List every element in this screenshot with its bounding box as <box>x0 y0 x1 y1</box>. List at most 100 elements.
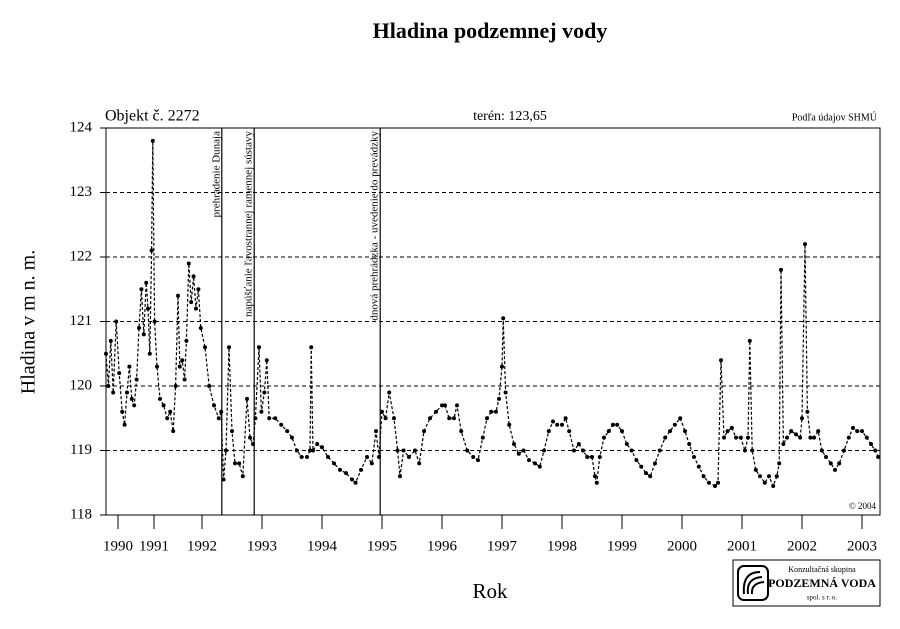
data-point <box>803 242 807 247</box>
data-point <box>701 474 706 479</box>
data-point <box>824 454 828 459</box>
data-point <box>560 422 564 427</box>
data-point <box>290 435 294 440</box>
plot-frame <box>105 127 881 516</box>
data-point <box>762 480 767 485</box>
data-point <box>168 409 173 414</box>
data-point <box>781 442 786 447</box>
data-point <box>447 416 452 421</box>
logo-text: spol. s r. o. <box>807 594 838 602</box>
data-point <box>245 396 249 401</box>
data-point <box>585 454 590 459</box>
data-point <box>743 448 747 453</box>
data-point <box>240 474 245 479</box>
data-point <box>227 345 231 350</box>
data-point <box>146 306 150 311</box>
data-point <box>194 306 198 311</box>
data-point <box>648 474 653 479</box>
x-tick-label: 1993 <box>247 538 277 554</box>
x-tick-label: 2000 <box>667 538 697 554</box>
data-point <box>353 480 358 485</box>
x-tick-label: 1999 <box>607 538 637 554</box>
data-point <box>305 454 309 459</box>
data-point <box>471 454 476 459</box>
data-point <box>485 416 489 421</box>
data-point <box>127 364 132 369</box>
data-point <box>309 345 314 350</box>
data-point <box>779 267 783 272</box>
data-point <box>374 429 378 434</box>
event-label: napúšťanie ľavostrannej ramennej sústavy <box>243 131 255 318</box>
data-point <box>141 332 146 337</box>
data-point <box>725 429 730 434</box>
data-point <box>860 429 864 434</box>
data-point <box>369 461 374 466</box>
logo: Konzultačná skupina PODZEMNÁ VODA spol. … <box>732 559 881 607</box>
annotation: Podľa údajov SHMÚ <box>792 111 878 123</box>
data-point <box>672 422 677 427</box>
data-point <box>629 448 634 453</box>
data-point <box>129 396 134 401</box>
data-point <box>237 461 242 466</box>
data-point <box>320 445 324 450</box>
data-point <box>186 261 191 266</box>
data-point <box>150 138 155 143</box>
data-point <box>567 429 572 434</box>
data-point <box>678 416 683 421</box>
data-point <box>104 351 108 356</box>
data-point <box>359 467 363 472</box>
data-point <box>248 435 252 440</box>
logo-text: Konzultačná skupina <box>788 565 856 574</box>
data-point <box>434 409 438 414</box>
data-point <box>716 480 720 485</box>
data-point <box>846 435 851 440</box>
data-point <box>308 448 312 453</box>
data-point <box>262 390 267 395</box>
data-point <box>224 448 228 453</box>
data-point <box>738 435 743 440</box>
data-point <box>120 409 125 414</box>
data-point <box>683 429 687 434</box>
data-point <box>392 416 396 421</box>
data-point <box>489 409 494 414</box>
data-point <box>668 429 672 434</box>
data-point <box>253 416 258 421</box>
data-point <box>139 287 144 292</box>
data-point <box>537 464 542 469</box>
data-point <box>516 451 521 456</box>
x-tick-label: 1997 <box>487 538 518 554</box>
y-tick-label: 123 <box>70 184 93 200</box>
data-point <box>512 442 516 447</box>
y-tick-label: 119 <box>70 442 92 458</box>
data-point <box>221 477 226 482</box>
data-point <box>476 458 480 463</box>
data-point <box>828 461 833 466</box>
data-point <box>687 442 692 447</box>
data-point <box>497 396 501 401</box>
data-point <box>459 429 464 434</box>
data-point <box>551 419 555 424</box>
data-point <box>212 403 216 408</box>
data-point <box>758 474 762 479</box>
data-point <box>576 442 581 447</box>
data-point <box>152 319 157 324</box>
data-point <box>251 442 255 447</box>
data-point <box>639 464 644 469</box>
data-point <box>785 435 789 440</box>
data-point <box>774 474 779 479</box>
y-tick-label: 124 <box>70 119 93 135</box>
data-point <box>332 461 336 466</box>
data-line <box>105 140 879 488</box>
data-point <box>273 416 278 421</box>
data-point <box>207 384 212 388</box>
data-point <box>602 435 606 440</box>
data-point <box>350 477 354 482</box>
data-point <box>147 351 152 356</box>
logo-text: PODZEMNÁ VODA <box>768 576 876 590</box>
data-point <box>563 416 568 421</box>
data-point <box>837 461 842 466</box>
data-point <box>311 448 315 453</box>
data-point <box>494 409 498 414</box>
data-point <box>387 390 392 395</box>
